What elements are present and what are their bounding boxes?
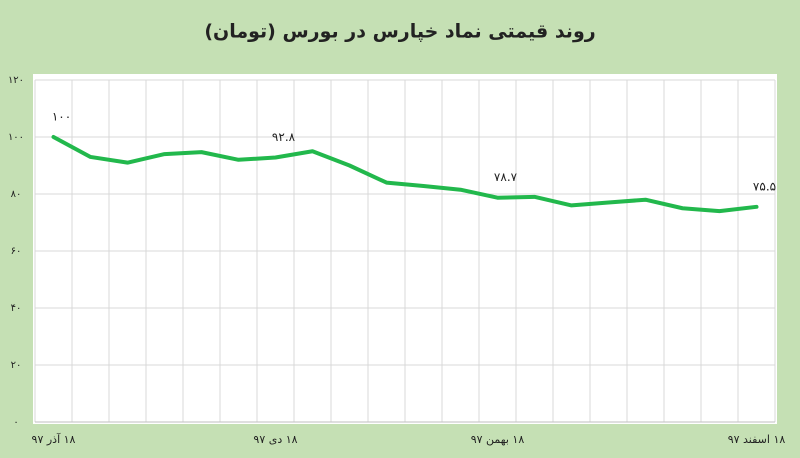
data-label: ۱۰۰: [52, 110, 71, 124]
y-tick-label: ۴۰: [11, 303, 22, 314]
x-tick-label: ۱۸ آذر ۹۷: [32, 432, 76, 446]
y-tick-label: ۲۰: [11, 360, 22, 371]
x-tick-label: ۱۸ اسفند ۹۷: [728, 433, 786, 446]
chart-title: روند قیمتی نماد خپارس در بورس (تومان): [204, 21, 595, 43]
data-label: ۷۵.۵: [753, 179, 776, 193]
data-label: ۷۸.۷: [494, 170, 518, 184]
x-tick-label: ۱۸ دی ۹۷: [253, 433, 297, 446]
y-tick-label: ۱۰۰: [8, 132, 24, 143]
y-tick-label: ۰: [13, 417, 18, 428]
x-tick-label: ۱۸ بهمن ۹۷: [471, 433, 525, 446]
y-tick-label: ۱۲۰: [8, 75, 24, 86]
data-label: ۹۲.۸: [272, 130, 296, 144]
y-tick-label: ۸۰: [11, 189, 22, 200]
line: [51, 135, 759, 214]
y-tick-label: ۶۰: [11, 246, 22, 257]
